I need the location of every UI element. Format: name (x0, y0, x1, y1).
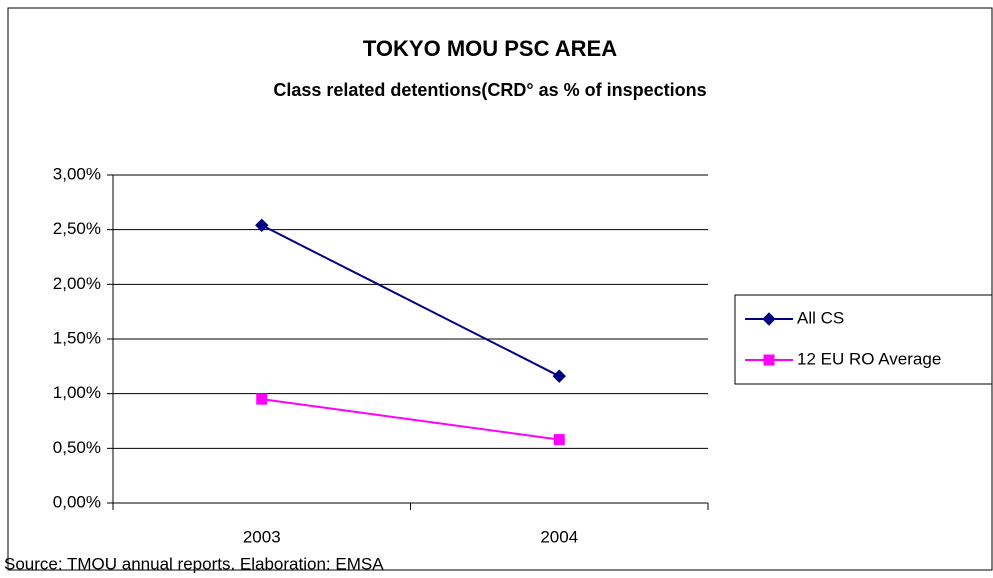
legend-label: 12 EU RO Average (797, 349, 941, 368)
chart-subtitle: Class related detentions(CRD° as % of in… (273, 80, 706, 100)
data-point (552, 369, 566, 383)
data-point (256, 393, 268, 405)
data-point (763, 354, 775, 366)
series-line (261, 224, 560, 378)
y-tick-label: 1,00% (53, 383, 101, 402)
y-tick-label: 2,00% (53, 274, 101, 293)
data-point (255, 218, 269, 233)
legend-box (734, 294, 993, 385)
data-point (553, 434, 565, 446)
chart-title: TOKYO MOU PSC AREA (363, 36, 617, 61)
y-tick-label: 0,50% (53, 438, 101, 457)
y-tick-label: 1,50% (53, 328, 101, 347)
legend-label: All CS (797, 308, 844, 327)
y-tick-label: 2,50% (53, 219, 101, 238)
x-tick-label: 2003 (243, 527, 281, 546)
source-note: Source: TMOU annual reports. Elaboration… (4, 554, 384, 573)
data-point (762, 312, 776, 326)
series-line (261, 398, 560, 441)
y-tick-label: 3,00% (53, 164, 101, 183)
chart-frame (7, 7, 993, 571)
x-tick-label: 2004 (540, 527, 578, 546)
y-tick-label: 0,00% (53, 492, 101, 511)
